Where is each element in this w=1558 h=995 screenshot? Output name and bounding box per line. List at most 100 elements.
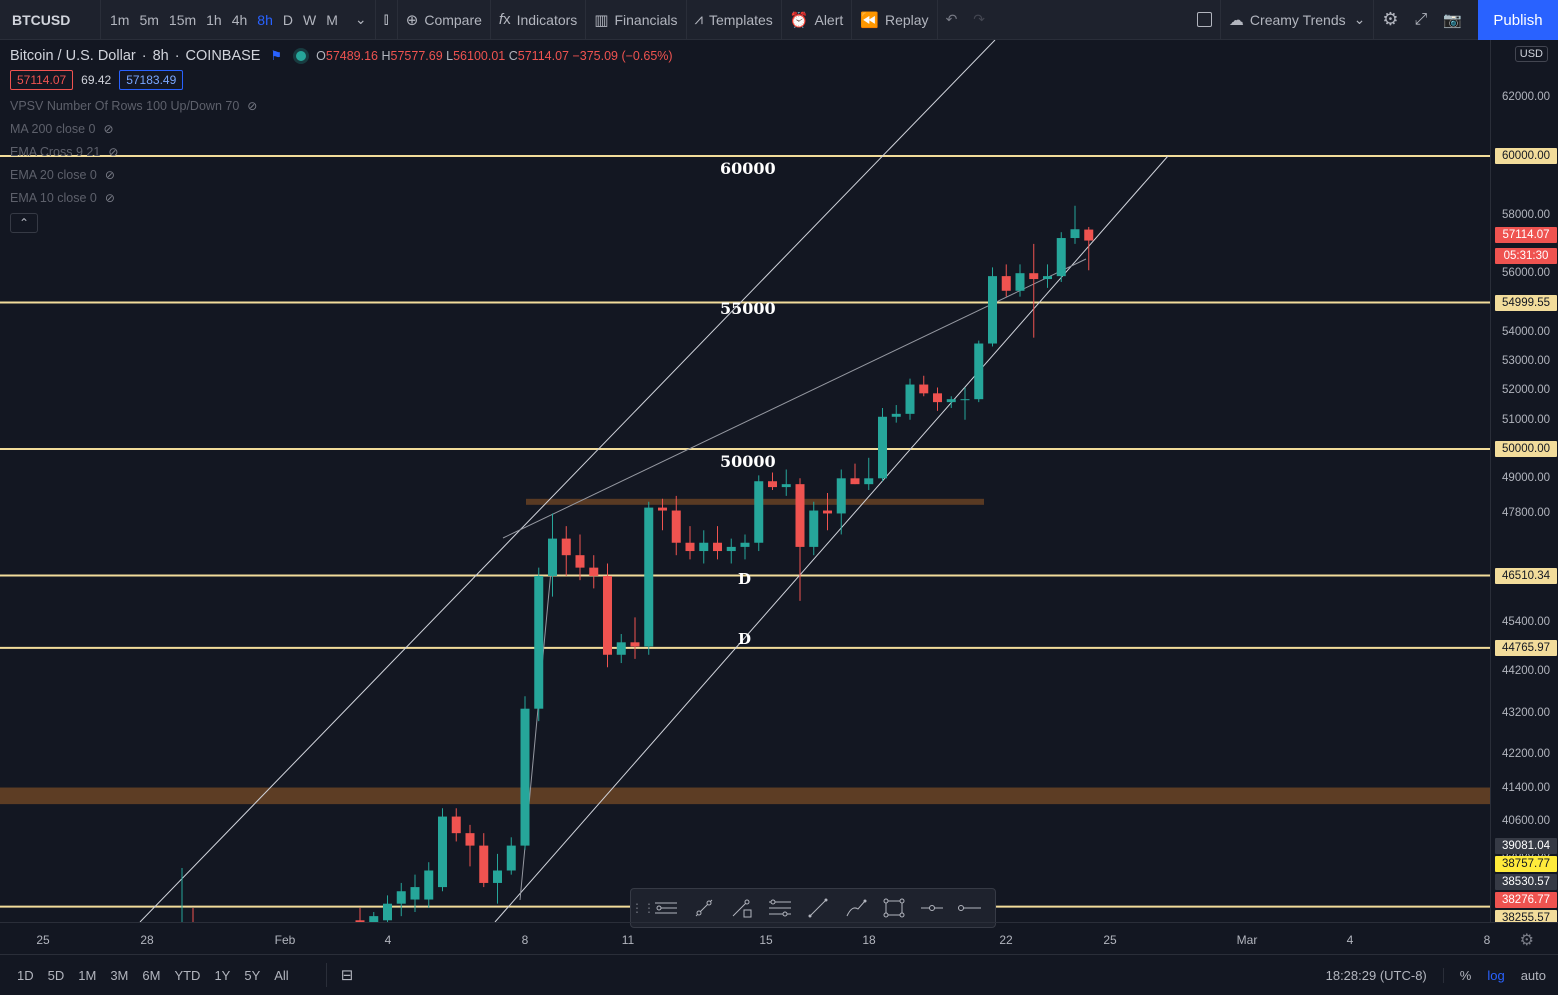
undo-button[interactable]: ↶	[938, 0, 966, 40]
log-scale-toggle[interactable]: log	[1487, 968, 1505, 983]
compare-label: Compare	[424, 11, 482, 28]
range-3m[interactable]: 3M	[110, 967, 129, 983]
range-1y[interactable]: 1Y	[214, 967, 231, 983]
hidden-eye-icon[interactable]: ⊘	[108, 145, 119, 159]
interval-5m[interactable]: 5m	[139, 11, 159, 28]
divider	[851, 0, 853, 40]
legend-title-row: Bitcoin / U.S. Dollar · 8h · COINBASE ⚑ …	[10, 48, 673, 64]
price-axis-label-level: 44765.97	[1495, 639, 1557, 656]
collapse-legend-button[interactable]: ⌃	[10, 213, 38, 233]
time-tick-label: 25	[1103, 933, 1117, 947]
templates-button[interactable]: ⩘ Templates	[687, 0, 781, 40]
horizontal-lines-tool[interactable]	[647, 889, 685, 927]
fullscreen-layout-button[interactable]	[1189, 0, 1220, 40]
chart-pane[interactable]: Bitcoin / U.S. Dollar · 8h · COINBASE ⚑ …	[0, 40, 1490, 922]
axis-settings-button[interactable]: ⚙	[1520, 930, 1534, 950]
hidden-eye-icon[interactable]: ⊘	[247, 99, 258, 113]
indicator-name: MA 200 close 0	[10, 122, 96, 136]
interval-4h[interactable]: 4h	[231, 11, 248, 28]
divider	[374, 0, 376, 40]
layout-menu-button[interactable]: ☁ Creamy Trends ⌄	[1221, 0, 1373, 40]
flag-icon[interactable]: ⚑	[270, 48, 283, 63]
goto-date-button[interactable]: ⊟	[325, 963, 353, 987]
interval-15m[interactable]: 15m	[168, 11, 197, 28]
interval-8h[interactable]: 8h	[257, 11, 273, 28]
annotation-55000[interactable]: 55000	[720, 299, 776, 318]
indicator-legend-item[interactable]: EMA Cross 9 21 ⊘	[10, 145, 673, 159]
bar-chart-icon: ▥	[594, 11, 609, 29]
snapshot-button[interactable]: 📷	[1435, 0, 1470, 40]
horizontal-line-tool[interactable]	[951, 889, 989, 927]
chart-type-button[interactable]: ⫾	[376, 0, 397, 40]
interval-1h[interactable]: 1h	[206, 11, 222, 28]
publish-button[interactable]: Publish	[1478, 0, 1558, 40]
horizontal-ray-icon	[921, 905, 943, 911]
annotation-d-upper[interactable]: D	[738, 570, 752, 588]
replay-button[interactable]: ⏪ Replay	[852, 0, 936, 40]
alert-button[interactable]: ⏰ Alert	[782, 0, 851, 40]
annotation-60000[interactable]: 60000	[720, 159, 776, 178]
trend-line-icon	[695, 899, 713, 917]
range-ytd[interactable]: YTD	[174, 967, 201, 983]
indicator-legend-item[interactable]: EMA 20 close 0 ⊘	[10, 168, 673, 182]
range-5y[interactable]: 5Y	[244, 967, 261, 983]
trend-shape-tool[interactable]	[723, 889, 761, 927]
candle-body	[438, 816, 447, 888]
horizontal-ray-tool[interactable]	[913, 889, 951, 927]
indicator-legend-item[interactable]: MA 200 close 0 ⊘	[10, 122, 673, 136]
candle-body	[768, 481, 777, 488]
indicator-legend-item[interactable]: VPSV Number Of Rows 100 Up/Down 70 ⊘	[10, 99, 673, 113]
indicator-legend-item[interactable]: EMA 10 close 0 ⊘	[10, 191, 673, 205]
price-axis[interactable]: USD 62000.00 58000.00 56000.00 54000.00 5300…	[1490, 40, 1558, 922]
settings-button[interactable]: ⚙	[1374, 0, 1406, 40]
time-axis[interactable]: ⚙ 25 28 Feb 4 8 11 15 18 22 25 Mar 4 8	[0, 922, 1558, 954]
rectangle-tool[interactable]	[875, 889, 913, 927]
percent-scale-toggle[interactable]: %	[1459, 968, 1472, 983]
plus-circle-icon: ⊕	[405, 11, 419, 29]
range-6m[interactable]: 6M	[142, 967, 161, 983]
timezone-clock[interactable]: 18:28:29 (UTC-8)	[1318, 968, 1444, 983]
interval-1m[interactable]: 1m	[110, 11, 130, 28]
currency-label[interactable]: USD	[1514, 46, 1548, 62]
trend-line-tool[interactable]	[685, 889, 723, 927]
redo-button[interactable]: ↷	[965, 0, 993, 40]
time-tick-label: 18	[862, 933, 876, 947]
parallel-channel-tool[interactable]	[761, 889, 799, 927]
buy-price-badge[interactable]: 57183.49	[119, 70, 184, 90]
range-5d[interactable]: 5D	[47, 967, 65, 983]
candle-body	[905, 384, 915, 414]
hidden-eye-icon[interactable]: ⊘	[104, 168, 115, 182]
compare-button[interactable]: ⊕ Compare	[398, 0, 490, 40]
fullscreen-button[interactable]: ⤢	[1407, 0, 1436, 40]
auto-scale-toggle[interactable]: auto	[1520, 968, 1546, 983]
candle-body	[823, 510, 832, 514]
candle-body	[465, 833, 475, 846]
interval-dropdown-icon[interactable]: ⌄	[354, 11, 367, 27]
interval-w[interactable]: W	[303, 11, 317, 28]
hidden-eye-icon[interactable]: ⊘	[103, 122, 114, 136]
price-tick-label: 43200.00	[1502, 706, 1550, 719]
brush-tool[interactable]	[837, 889, 875, 927]
line-tool[interactable]	[799, 889, 837, 927]
interval-m[interactable]: M	[326, 11, 338, 28]
candle-body	[1001, 276, 1011, 291]
symbol-search[interactable]: BTCUSD	[12, 11, 71, 28]
annotation-d-lower[interactable]: D	[738, 630, 752, 648]
candle-body	[713, 542, 722, 552]
annotation-50000[interactable]: 50000	[720, 452, 776, 471]
indicators-button[interactable]: fx Indicators	[491, 0, 585, 40]
sell-price-badge[interactable]: 57114.07	[10, 70, 74, 90]
financials-button[interactable]: ▥ Financials	[586, 0, 685, 40]
trend-line	[502, 258, 1087, 539]
range-1d[interactable]: 1D	[17, 967, 34, 983]
hidden-eye-icon[interactable]: ⊘	[104, 191, 115, 205]
interval-d[interactable]: D	[282, 11, 293, 28]
drag-handle-icon[interactable]: ⋮⋮	[631, 901, 655, 915]
candle-body	[520, 708, 530, 846]
close-value: 57114.07	[517, 49, 569, 63]
range-all[interactable]: All	[274, 967, 289, 983]
candle-body	[740, 542, 750, 547]
price-tick-label: 54000.00	[1502, 325, 1550, 338]
price-axis-label-red: 38276.77	[1495, 892, 1557, 908]
range-1m[interactable]: 1M	[78, 967, 97, 983]
